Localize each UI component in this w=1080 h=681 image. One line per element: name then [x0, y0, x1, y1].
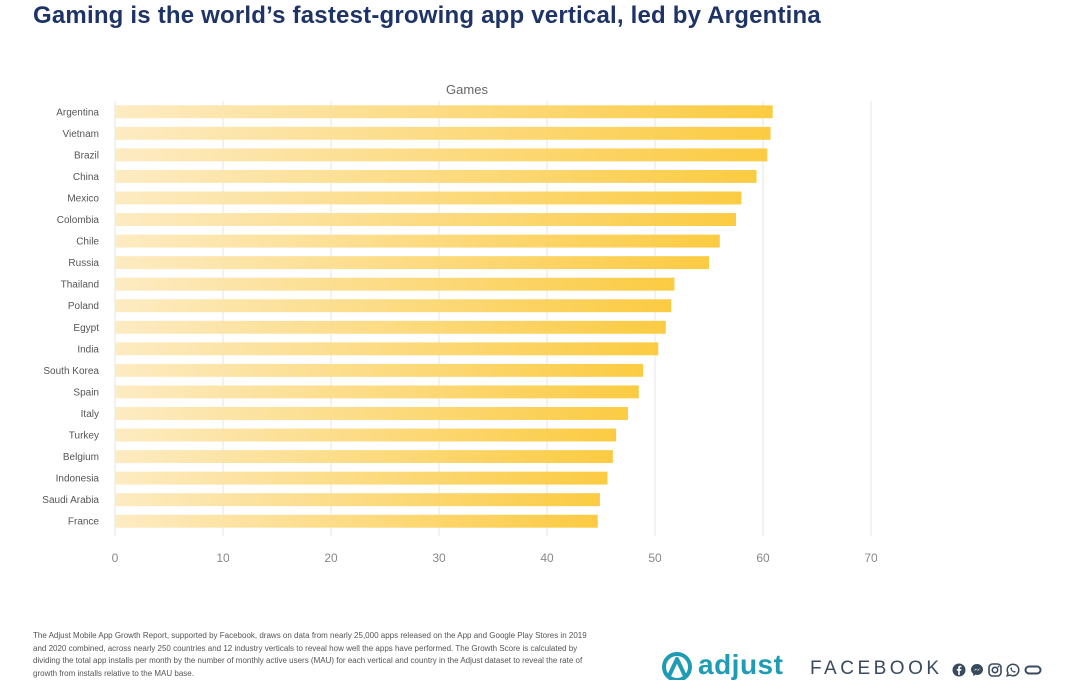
- y-category-label: Colombia: [57, 215, 100, 226]
- x-tick-label: 0: [112, 551, 119, 565]
- y-category-label: Italy: [81, 409, 99, 420]
- y-category-label: Turkey: [69, 431, 99, 442]
- y-category-label: Thailand: [61, 280, 99, 291]
- bar: [115, 234, 720, 248]
- bar: [115, 342, 659, 356]
- bar: [115, 428, 617, 442]
- y-category-label: Poland: [68, 301, 99, 312]
- adjust-a-icon: [662, 652, 692, 680]
- y-category-label: Brazil: [74, 150, 99, 161]
- y-category-label: Argentina: [56, 107, 99, 118]
- footnote: The Adjust Mobile App Growth Report, sup…: [33, 631, 587, 678]
- y-category-label: China: [73, 172, 100, 183]
- x-tick-label: 40: [540, 551, 554, 565]
- x-tick-label: 10: [216, 551, 230, 565]
- bar: [115, 126, 771, 140]
- oculus-icon: [1024, 665, 1042, 675]
- bar: [115, 105, 773, 119]
- y-category-label: Russia: [68, 258, 99, 269]
- page-title: Gaming is the world’s fastest-growing ap…: [33, 2, 821, 29]
- y-category-label: Chile: [76, 237, 99, 248]
- y-category-label: Belgium: [63, 452, 99, 463]
- x-tick-label: 70: [864, 551, 878, 565]
- bar: [115, 256, 709, 270]
- whatsapp-icon: [1006, 663, 1020, 677]
- y-category-label: South Korea: [43, 366, 99, 377]
- y-category-label: Saudi Arabia: [42, 495, 99, 506]
- instagram-icon: [988, 663, 1002, 677]
- facebook-logo: FACEBOOK: [810, 658, 943, 679]
- social-icons: [952, 663, 1042, 677]
- x-tick-label: 50: [648, 551, 662, 565]
- bar: [115, 277, 675, 291]
- bar: [115, 320, 666, 334]
- bar: [115, 363, 644, 377]
- bar: [115, 385, 639, 399]
- y-category-label: India: [77, 344, 99, 355]
- bar: [115, 213, 736, 226]
- facebook-icon: [952, 663, 966, 677]
- y-category-label: Spain: [73, 387, 99, 398]
- bar: [115, 450, 613, 464]
- y-category-label: Vietnam: [62, 129, 99, 140]
- y-category-label: France: [68, 517, 100, 528]
- bar-chart: Games Argentina Vietnam Brazil China Mexico C…: [42, 82, 878, 565]
- x-tick-label: 60: [756, 551, 770, 565]
- adjust-logo: adjust: [660, 649, 784, 680]
- y-category-label: Indonesia: [56, 474, 100, 485]
- y-category-label: Mexico: [67, 193, 99, 204]
- adjust-logo-text: adjust: [698, 649, 784, 680]
- bar: [115, 148, 768, 162]
- bar: [115, 407, 628, 420]
- y-category-label: Egypt: [73, 323, 99, 334]
- bar: [115, 471, 608, 485]
- bar: [115, 299, 672, 313]
- bar: [115, 169, 757, 183]
- bar: [115, 493, 600, 507]
- messenger-icon: [971, 664, 983, 676]
- x-tick-label: 20: [324, 551, 338, 565]
- chart-title: Games: [446, 82, 488, 97]
- bar: [115, 191, 742, 205]
- bar: [115, 514, 598, 528]
- x-tick-label: 30: [432, 551, 446, 565]
